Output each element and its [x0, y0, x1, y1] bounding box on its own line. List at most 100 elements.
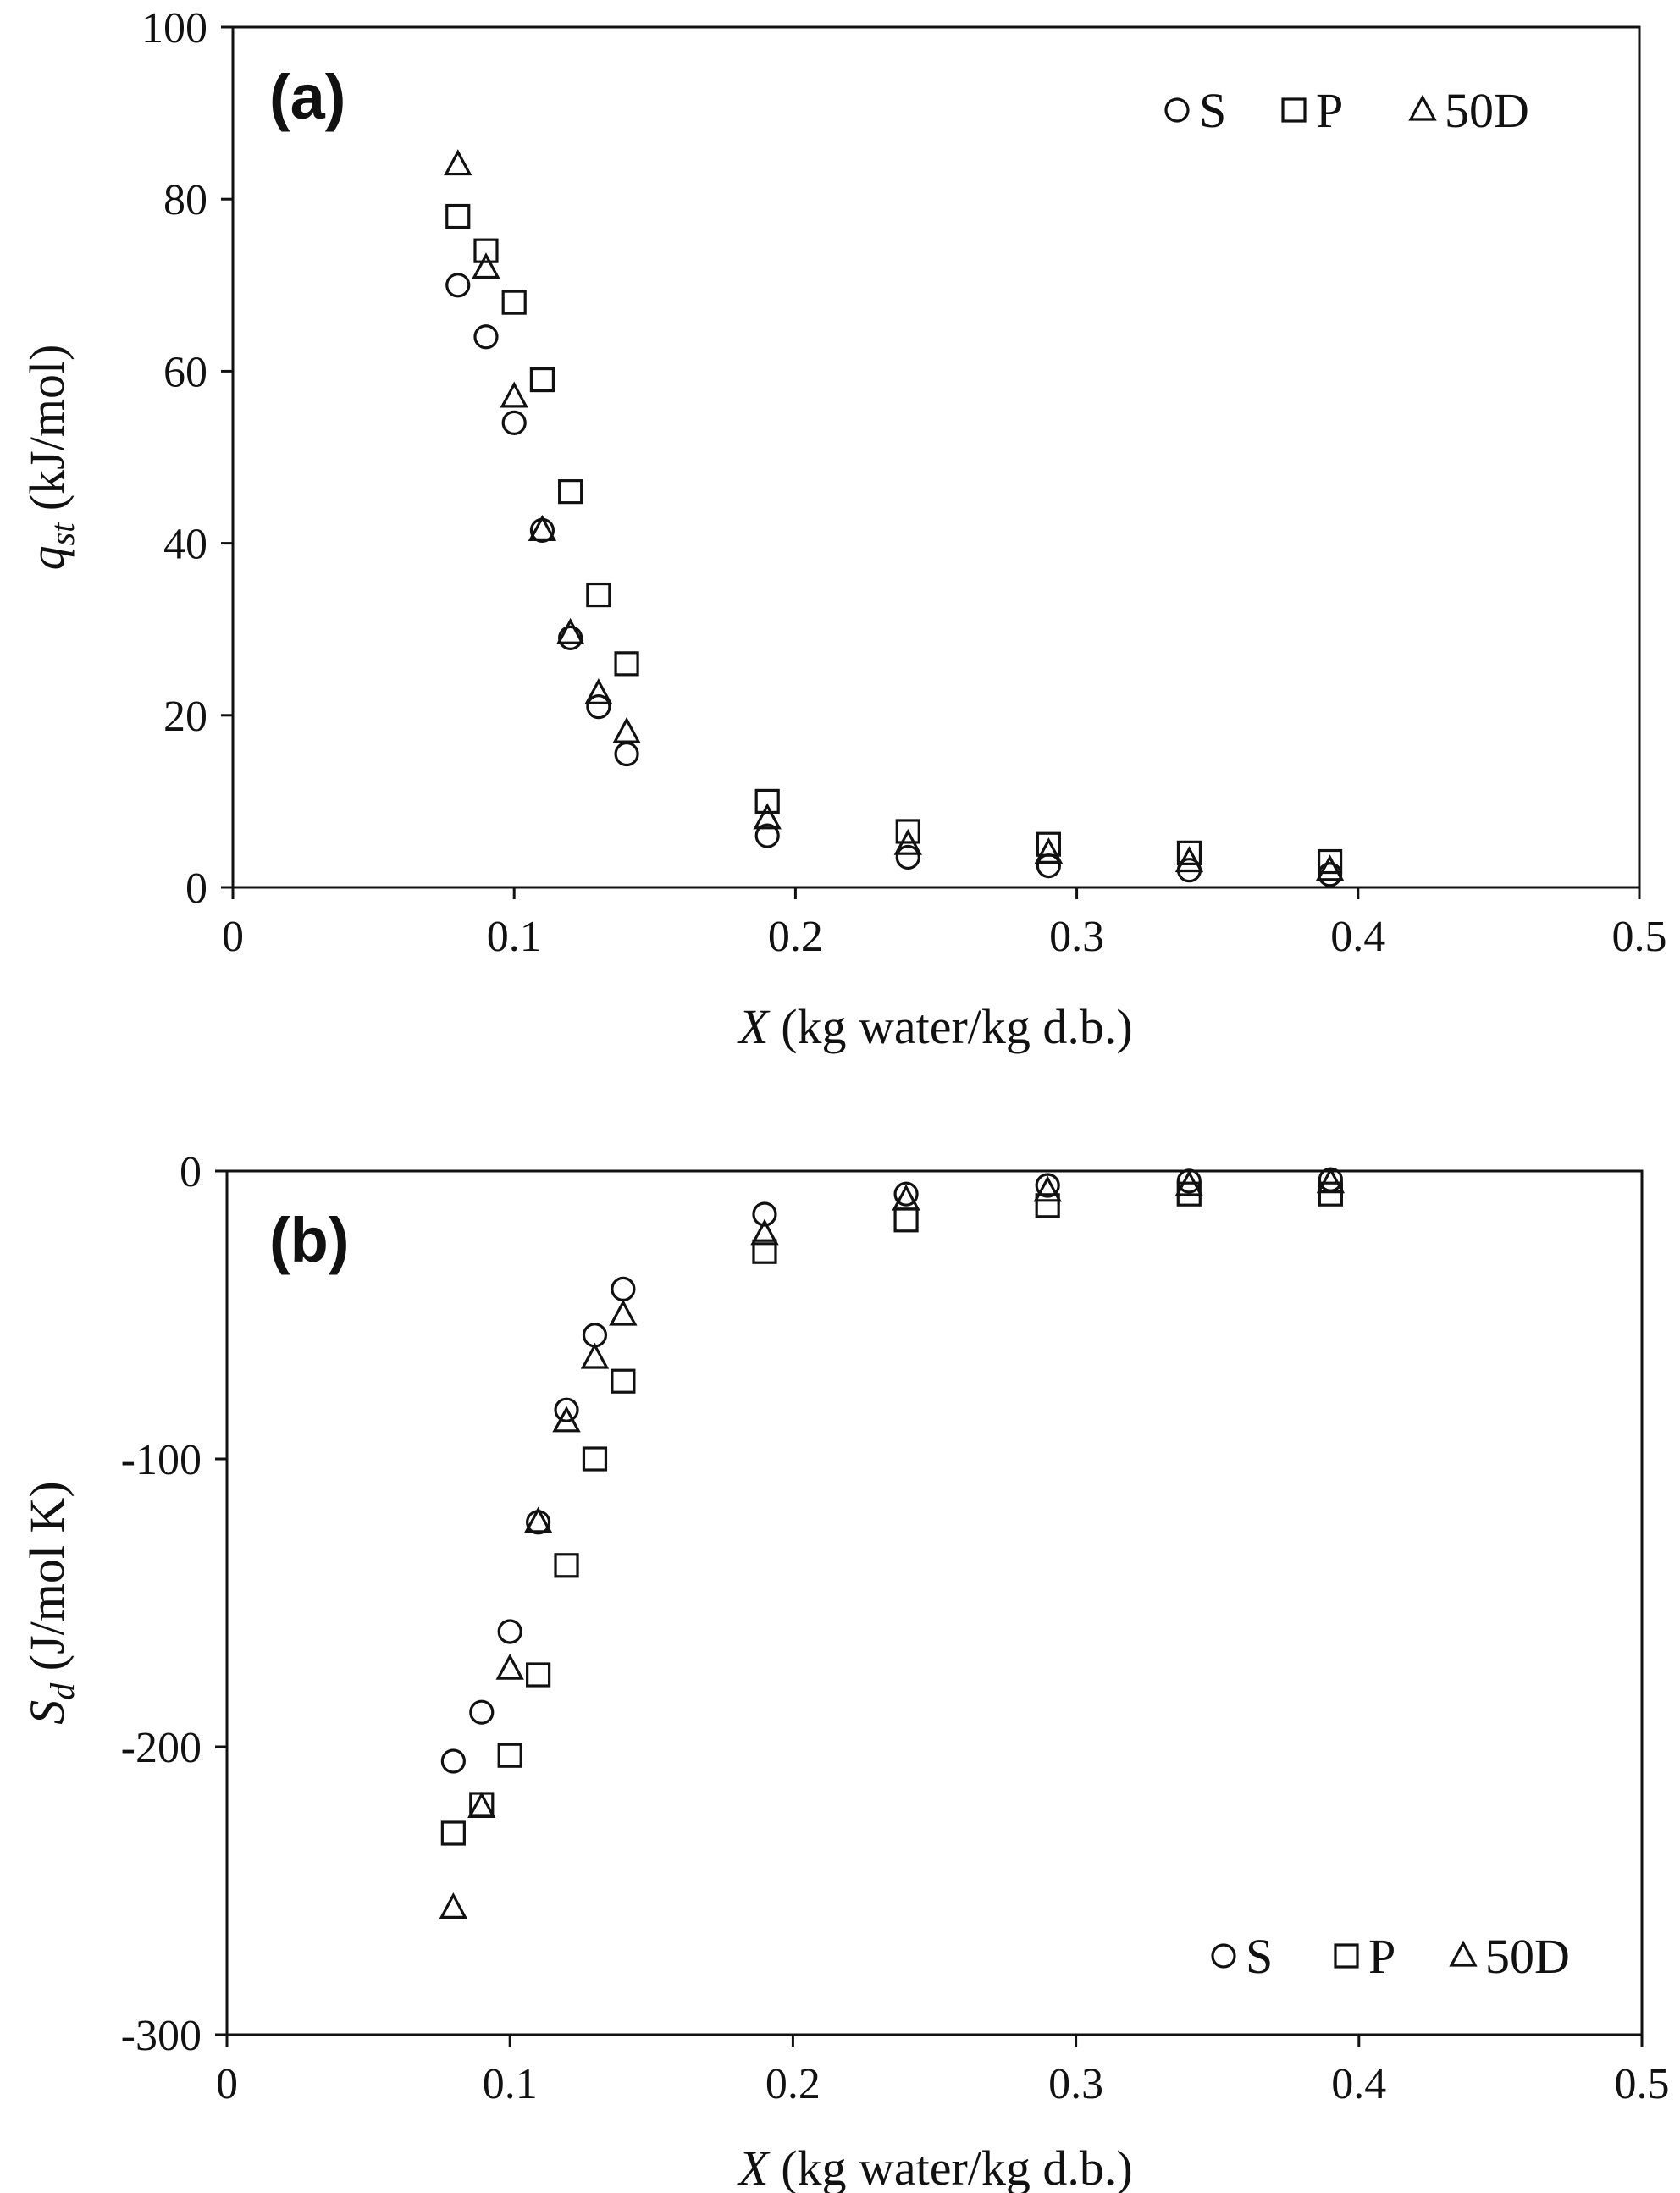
panel-a-y-unit: (kJ/mol) — [19, 345, 75, 523]
panel-b-y-axis-title: Sd (J/mol K) — [19, 1481, 81, 1724]
data-point-circle — [895, 844, 920, 870]
x-tick-label: 0.5 — [1615, 2060, 1670, 2108]
data-point-circle — [440, 1748, 466, 1774]
x-tick-label: 0.2 — [768, 913, 823, 961]
y-tick-label: 0 — [185, 864, 207, 913]
data-point-square — [558, 479, 583, 505]
y-tick-label: 100 — [141, 4, 207, 52]
legend-marker-triangle — [1449, 1940, 1478, 1967]
data-point-circle — [554, 1397, 579, 1422]
data-point-circle — [893, 1181, 919, 1207]
data-point-circle — [501, 410, 527, 435]
x-tick-label: 0 — [216, 2060, 238, 2108]
y-tick-label: 60 — [163, 348, 207, 396]
x-tick-label: 0.1 — [483, 2060, 538, 2108]
legend-marker-triangle — [1408, 94, 1437, 121]
panel-b-frame — [225, 1169, 1644, 2036]
panel-b-x-axis-title: X (kg water/kg d.b.) — [737, 2141, 1132, 2193]
data-point-square — [501, 290, 527, 315]
data-point-square — [473, 238, 499, 263]
data-point-triangle — [555, 617, 585, 644]
data-point-square — [1036, 831, 1061, 857]
data-point-triangle — [467, 1792, 496, 1818]
panel-b-y-unit: (J/mol K) — [19, 1481, 75, 1682]
panel-b-legend: S P 50D — [1211, 1929, 1570, 1984]
data-point-triangle — [750, 1218, 779, 1246]
data-point-circle — [586, 694, 611, 720]
x-tick-label: 0.4 — [1330, 913, 1385, 961]
data-point-triangle — [495, 1653, 524, 1680]
data-point-circle — [469, 1699, 495, 1725]
legend-label: 50D — [1445, 83, 1529, 138]
data-point-square — [554, 1553, 579, 1578]
y-tick-label: 40 — [163, 521, 207, 569]
data-point-square — [752, 1239, 777, 1264]
data-point-square — [586, 582, 611, 608]
data-point-square — [497, 1743, 522, 1768]
data-point-triangle — [1315, 854, 1345, 881]
data-point-circle — [497, 1619, 522, 1644]
data-point-triangle — [580, 1342, 610, 1369]
panel-b-markers — [439, 1167, 1346, 1919]
x-tick-label: 0.5 — [1612, 913, 1667, 961]
data-point-circle — [1317, 862, 1343, 887]
data-point-triangle — [584, 678, 613, 705]
panel-a-x-unit: (kg water/kg d.b.) — [769, 999, 1133, 1054]
y-tick-label: 20 — [163, 693, 207, 741]
legend-marker-square — [1281, 97, 1307, 123]
data-point-triangle — [552, 1406, 581, 1433]
data-point-square — [1035, 1193, 1060, 1218]
panel-b-label: (b) — [269, 1205, 350, 1275]
data-point-triangle — [1316, 1167, 1346, 1194]
x-tick-label: 0 — [222, 913, 244, 961]
data-point-triangle — [523, 1506, 553, 1533]
data-point-triangle — [1033, 1175, 1062, 1202]
data-point-triangle — [528, 514, 557, 541]
data-point-triangle — [1174, 1169, 1203, 1196]
panel-a-y-var: q — [19, 545, 75, 570]
panel-b-y-var: S — [19, 1700, 75, 1725]
y-tick-label: -100 — [121, 1436, 202, 1484]
data-point-triangle — [1174, 846, 1204, 873]
data-point-triangle — [444, 149, 472, 176]
legend-label: P — [1316, 83, 1343, 138]
data-point-square — [614, 651, 639, 677]
data-point-circle — [473, 324, 499, 350]
x-tick-label: 0.4 — [1331, 2060, 1386, 2108]
panel-b-y-sub: d — [43, 1682, 81, 1700]
panel-a-x-axis-title: X (kg water/kg d.b.) — [737, 999, 1132, 1054]
data-point-triangle — [892, 1184, 920, 1211]
legend-marker-square — [1334, 1943, 1359, 1969]
data-point-triangle — [893, 828, 922, 855]
y-tick-label: -300 — [121, 2012, 202, 2060]
data-point-square — [1318, 1181, 1343, 1207]
data-point-square — [440, 1820, 466, 1846]
legend-marker-circle — [1211, 1943, 1236, 1969]
panel-a-ticks: 0 0.1 0.2 0.3 0.4 0.5 0 20 40 60 80 100 — [141, 4, 1667, 961]
data-point-square — [1176, 840, 1202, 865]
data-point-square — [582, 1446, 608, 1472]
panel-b-x-unit: (kg water/kg d.b.) — [769, 2141, 1133, 2193]
data-point-triangle — [609, 1299, 638, 1326]
data-point-square — [1317, 848, 1343, 875]
data-point-circle — [754, 823, 780, 848]
x-tick-label: 0.3 — [1048, 2060, 1103, 2108]
data-point-circle — [445, 273, 471, 298]
data-point-triangle — [439, 1892, 468, 1919]
data-point-circle — [1035, 1173, 1060, 1198]
panel-a-y-sub: st — [43, 522, 81, 546]
legend-label: P — [1368, 1929, 1395, 1984]
data-point-triangle — [753, 803, 782, 830]
panel-a-legend: S P 50D — [1164, 83, 1529, 138]
legend-marker-circle — [1164, 97, 1190, 123]
data-point-circle — [558, 625, 583, 650]
panel-a-frame — [231, 25, 1641, 889]
data-point-square — [895, 819, 920, 844]
panel-a-y-axis-title: qst (kJ/mol) — [19, 345, 81, 571]
y-tick-label: 80 — [163, 176, 207, 224]
data-point-square — [529, 367, 555, 393]
data-point-circle — [752, 1201, 777, 1227]
legend-label: S — [1246, 1929, 1273, 1984]
